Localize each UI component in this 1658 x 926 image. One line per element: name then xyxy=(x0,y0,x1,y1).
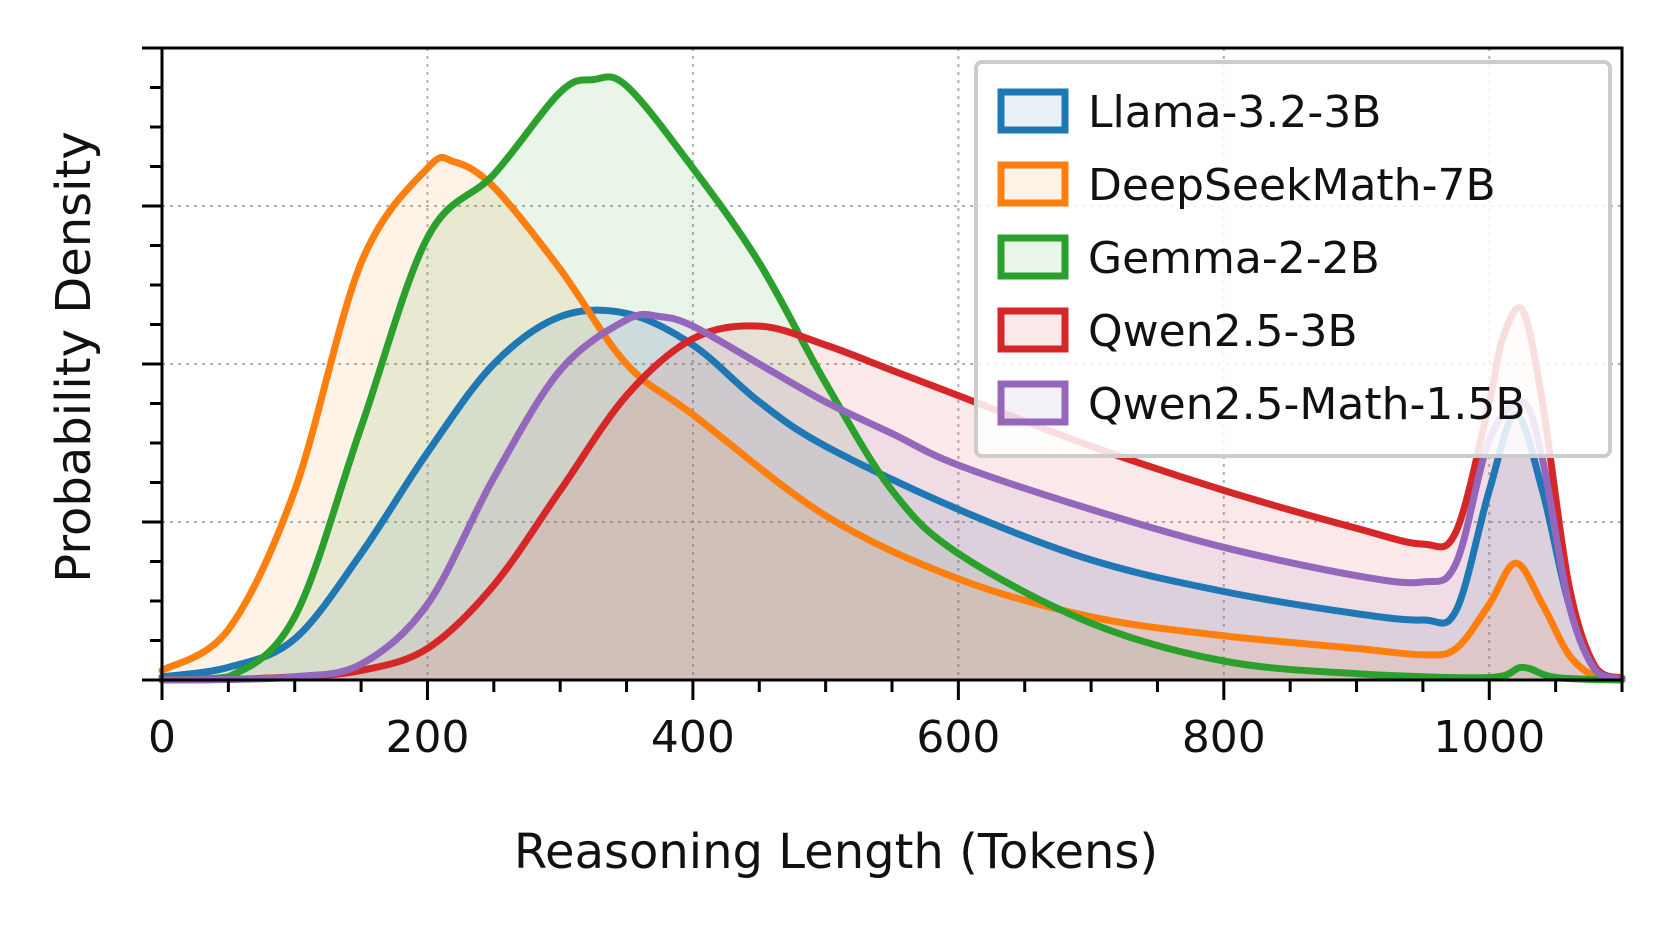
legend-label-gemma-2-2b: Gemma-2-2B xyxy=(1088,233,1380,284)
legend-label-qwen2-5-3b: Qwen2.5-3B xyxy=(1088,306,1358,357)
legend-label-deepseekmath-7b: DeepSeekMath-7B xyxy=(1088,160,1496,211)
x-tick-label: 600 xyxy=(916,712,1000,763)
x-tick-label: 800 xyxy=(1182,712,1266,763)
x-tick-label: 1000 xyxy=(1433,712,1545,763)
x-tick-label: 0 xyxy=(148,712,176,763)
density-line-gemma-2-2b xyxy=(158,73,1626,684)
density-line-deepseekmath-7b xyxy=(158,153,1626,683)
legend-swatch-deepseekmath-7b xyxy=(997,161,1069,207)
legend-swatch-gemma-2-2b xyxy=(997,234,1069,280)
y-axis-label: Probability Density xyxy=(46,131,102,582)
x-axis-label: Reasoning Length (Tokens) xyxy=(514,824,1158,880)
density-fill-qwen2-5-math-1-5b xyxy=(162,314,1622,680)
x-tick-label: 400 xyxy=(651,712,735,763)
axes: 0 200 400 600 800 1000 xyxy=(142,46,1624,763)
legend-swatch-llama-3-2-3b xyxy=(997,88,1069,134)
legend: Llama-3.2-3B DeepSeekMath-7B Gemma-2-2B Qwe… xyxy=(974,60,1612,458)
legend-label-qwen2-5-math-1-5b: Qwen2.5-Math-1.5B xyxy=(1088,379,1526,430)
density-fill-deepseekmath-7b xyxy=(162,157,1622,681)
x-tick-label: 200 xyxy=(385,712,469,763)
legend-swatch-qwen2-5-3b xyxy=(997,307,1069,353)
legend-box xyxy=(974,60,1612,458)
legend-swatch-qwen2-5-math-1-5b xyxy=(997,380,1069,426)
legend-label-llama-3-2-3b: Llama-3.2-3B xyxy=(1088,87,1381,138)
